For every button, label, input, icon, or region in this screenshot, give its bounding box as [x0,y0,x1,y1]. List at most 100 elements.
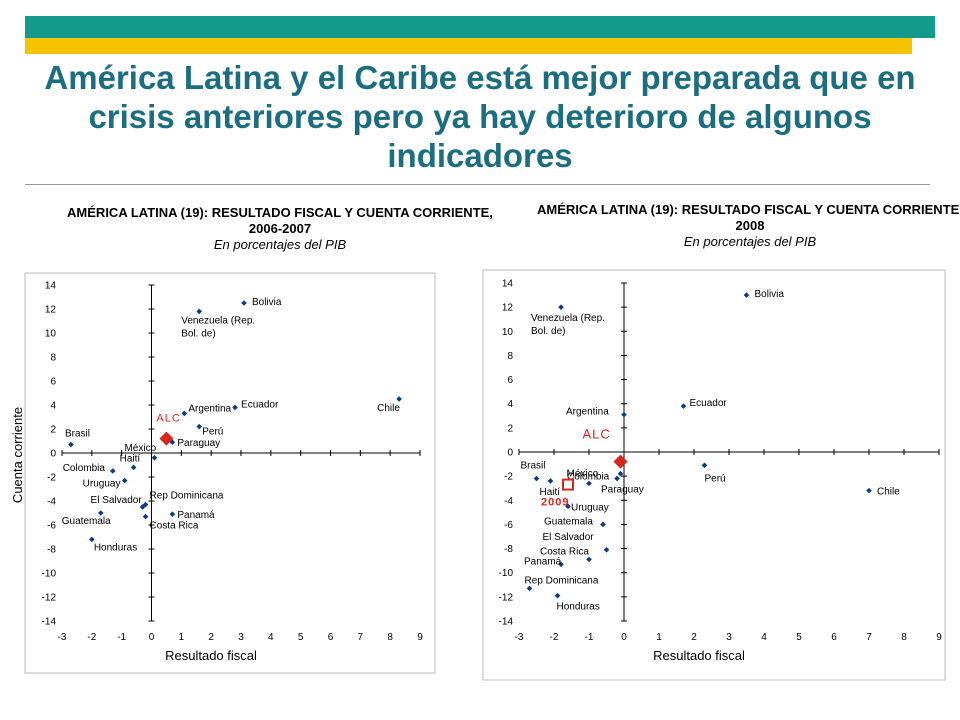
chart-2-y-tick-label: -14 [499,617,514,628]
chart-1-x-tick-label: 1 [179,632,185,643]
chart-2-x-tick-label: -2 [550,632,559,643]
chart-2-label-panama: Panamá [524,556,562,567]
chart-2-label-costa-rica: Costa Rica [540,546,589,557]
chart-2-label-mexico: México [567,469,599,480]
chart-1-label-guatemala: Guatemala [62,516,111,527]
chart-1-point-el-salvador [139,504,146,510]
chart-1-x-tick-label: 0 [149,632,155,643]
chart-1-label-argentina: Argentina [188,403,231,414]
chart-2-x-tick-label: 4 [761,632,767,643]
chart-2-point-guatemala [600,521,606,528]
chart-2-x-tick-label: 7 [866,632,872,643]
chart-2-highlight-alc [613,454,628,469]
chart-2-highlight-2009 [562,478,574,491]
chart-1-point-colombia [109,468,116,474]
chart-1-label-mexico: México [124,443,156,454]
chart-1-y-tick-label: 8 [50,353,56,364]
title-divider [25,184,930,185]
chart-2-x-tick-label: 8 [901,632,907,643]
chart-1-point-argentina [181,410,188,417]
chart-1-y-tick-label: -10 [42,569,57,580]
chart-2-label-el-salvador: El Salvador [543,532,595,543]
chart-2-label-honduras: Honduras [557,602,600,613]
chart-2-y-tick-label: -2 [504,472,513,483]
chart-2-label-argentina: Argentina [566,407,609,418]
chart-1-point-brasil [68,441,74,448]
chart-1-point-panama [169,511,176,517]
chart-2-label-guatemala: Guatemala [544,516,593,527]
chart-2-y-tick-label: 6 [507,375,513,386]
chart-2-point-peru [701,462,708,469]
chart-1-point-guatemala [97,510,104,516]
chart-1-x-tick-label: 8 [387,632,393,643]
chart-2-x-tick-label: 0 [621,632,627,643]
chart-1-label-paraguay: Paraguay [177,438,220,449]
chart-1-y-tick-label: 10 [45,329,57,340]
chart-1-point-honduras [89,536,95,543]
chart-1-label-haiti: Haití [120,453,141,464]
chart-1-y-tick-label: 2 [50,425,56,436]
chart-2-y-tick-label: 14 [502,279,514,290]
chart-1-y-tick-label: -8 [47,545,56,556]
chart-2-y-tick-label: -12 [499,592,514,603]
chart-2-label-venezuela-rep-bol-de: Bol. de) [531,326,565,337]
chart-1-y-tick-label: -12 [42,593,57,604]
slide-title: América Latina y el Caribe está mejor pr… [44,59,916,174]
chart-2-label-rep-dominicana: Rep Dominicana [525,575,599,586]
chart-2-x-axis-label: Resultado fiscal [653,648,745,663]
chart-2-point-mexico [617,470,624,477]
chart-2-x-tick-label: 6 [831,632,837,643]
chart-2-label-peru: Perú [705,473,726,484]
chart-2-highlight-label-alc: ALC [583,427,611,442]
chart-1-y-tick-label: -14 [42,617,57,628]
chart-2-y-tick-label: 12 [502,303,514,314]
chart-2-point-chile [866,487,872,494]
chart-1-x-tick-label: -3 [58,632,67,643]
chart-1-point-bolivia [241,300,247,306]
chart-1-label-chile: Chile [377,403,400,414]
chart-2-y-tick-label: -4 [504,496,513,507]
chart-1-point-paraguay [169,439,176,445]
chart-2-label-uruguay: Uruguay [571,502,609,513]
chart-2-label-paraguay: Paraguay [601,485,644,496]
chart-1-label-venezuela-rep-bol-de: Bol. de) [181,328,215,339]
chart-2-point-bolivia [743,292,750,298]
chart-2-y-tick-label: 0 [507,448,513,459]
chart-1-subtitle: En porcentajes del PIB [213,237,347,252]
chart-2-point-panama [558,561,564,568]
chart-2-point-rep-dominicana [526,585,533,592]
chart-2-x-tick-label: 5 [796,632,802,643]
chart-2-y-tick-label: 10 [502,327,514,338]
chart-2-label-ecuador: Ecuador [690,398,728,409]
chart-2-x-tick-label: -3 [515,632,524,643]
chart-1-x-tick-label: 9 [417,632,423,643]
chart-1-y-tick-label: 12 [45,305,57,316]
chart-1-y-tick-label: 0 [50,449,56,460]
chart-1-frame [24,272,436,674]
chart-1-label-rep-dominicana: Rep Dominicana [150,491,224,502]
chart-2-label-venezuela-rep-bol-de: Venezuela (Rep. [531,313,605,324]
chart-1-label-colombia: Colombia [63,463,106,474]
chart-1-label-costa-rica: Costa Rica [150,521,199,532]
chart-2-point-brasil [533,475,540,482]
chart-2-y-tick-label: 8 [507,351,513,362]
chart-1-point-mexico [151,455,158,461]
chart-1-y-axis-label: Cuenta corriente [10,407,25,503]
chart-2-point-costa-rica [586,556,592,563]
chart-1-y-tick-label: 6 [50,377,56,388]
chart-2-label-haiti: Haití [540,487,561,498]
chart-2-point-uruguay [565,503,571,510]
chart-2-y-tick-label: 2 [507,423,513,434]
chart-1-y-tick-label: -6 [47,521,56,532]
chart-1-title: AMÉRICA LATINA (19): RESULTADO FISCAL Y … [67,205,493,236]
chart-2-y-tick-label: -8 [504,544,513,555]
chart-2-point-argentina [621,411,627,418]
chart-2-point-paraguay [614,475,620,482]
chart-2-label-bolivia: Bolivia [755,289,785,300]
chart-1-highlight-alc [159,431,174,446]
chart-1-x-tick-label: 2 [208,632,214,643]
chart-1-x-tick-label: 4 [268,632,274,643]
chart-1-highlight-label-alc: ALC [156,413,180,425]
